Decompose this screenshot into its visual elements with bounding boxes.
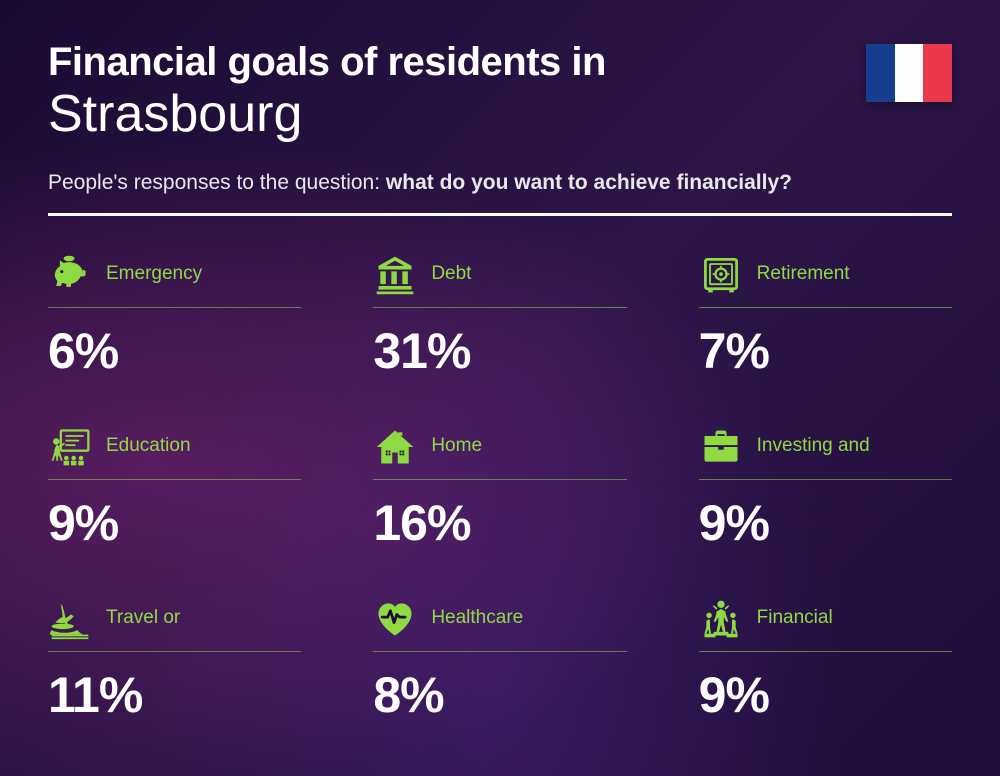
stat-header: Education bbox=[48, 424, 301, 480]
stat-item: Retirement 7% bbox=[699, 252, 952, 380]
subtitle-prefix: People's responses to the question: bbox=[48, 171, 386, 194]
subtitle: People's responses to the question: what… bbox=[48, 171, 952, 195]
travel-icon bbox=[48, 597, 92, 641]
flag-stripe-blue bbox=[866, 44, 895, 102]
flag-france bbox=[866, 44, 952, 102]
stat-value: 9% bbox=[699, 494, 952, 552]
title-line-1: Financial goals of residents in bbox=[48, 40, 952, 84]
stat-header: Financial bbox=[699, 596, 952, 652]
header: Financial goals of residents in Strasbou… bbox=[48, 40, 952, 195]
stat-item: Healthcare 8% bbox=[373, 596, 626, 724]
stat-value: 8% bbox=[373, 666, 626, 724]
stat-item: Investing and 9% bbox=[699, 424, 952, 552]
stat-label: Home bbox=[431, 435, 482, 458]
stat-value: 9% bbox=[48, 494, 301, 552]
stat-label: Healthcare bbox=[431, 607, 523, 630]
stat-label: Financial bbox=[757, 607, 833, 630]
stat-value: 11% bbox=[48, 666, 301, 724]
divider bbox=[48, 213, 952, 216]
stat-label: Education bbox=[106, 435, 191, 458]
stat-label: Emergency bbox=[106, 263, 202, 286]
bank-icon bbox=[373, 253, 417, 297]
education-icon bbox=[48, 425, 92, 469]
stat-item: Financial 9% bbox=[699, 596, 952, 724]
house-icon bbox=[373, 425, 417, 469]
stat-header: Debt bbox=[373, 252, 626, 308]
stat-value: 9% bbox=[699, 666, 952, 724]
piggy-bank-icon bbox=[48, 253, 92, 297]
flag-stripe-red bbox=[923, 44, 952, 102]
stat-label: Debt bbox=[431, 263, 471, 286]
stat-item: Travel or 11% bbox=[48, 596, 301, 724]
stat-header: Investing and bbox=[699, 424, 952, 480]
stat-header: Travel or bbox=[48, 596, 301, 652]
stat-header: Home bbox=[373, 424, 626, 480]
stat-item: Home 16% bbox=[373, 424, 626, 552]
subtitle-bold: what do you want to achieve financially? bbox=[386, 171, 792, 194]
stat-value: 16% bbox=[373, 494, 626, 552]
stat-value: 7% bbox=[699, 322, 952, 380]
stat-value: 6% bbox=[48, 322, 301, 380]
stat-header: Emergency bbox=[48, 252, 301, 308]
stat-item: Education 9% bbox=[48, 424, 301, 552]
stat-label: Travel or bbox=[106, 607, 180, 630]
flag-stripe-white bbox=[895, 44, 924, 102]
stat-item: Emergency 6% bbox=[48, 252, 301, 380]
stat-header: Retirement bbox=[699, 252, 952, 308]
independence-icon bbox=[699, 597, 743, 641]
stat-label: Investing and bbox=[757, 435, 870, 458]
safe-icon bbox=[699, 253, 743, 297]
stats-grid: Emergency 6% Debt 31% Retirement 7% Education 9… bbox=[48, 252, 952, 724]
stat-label: Retirement bbox=[757, 263, 850, 286]
stat-header: Healthcare bbox=[373, 596, 626, 652]
stat-value: 31% bbox=[373, 322, 626, 380]
briefcase-icon bbox=[699, 425, 743, 469]
healthcare-icon bbox=[373, 597, 417, 641]
title-line-2: Strasbourg bbox=[48, 86, 952, 143]
stat-item: Debt 31% bbox=[373, 252, 626, 380]
